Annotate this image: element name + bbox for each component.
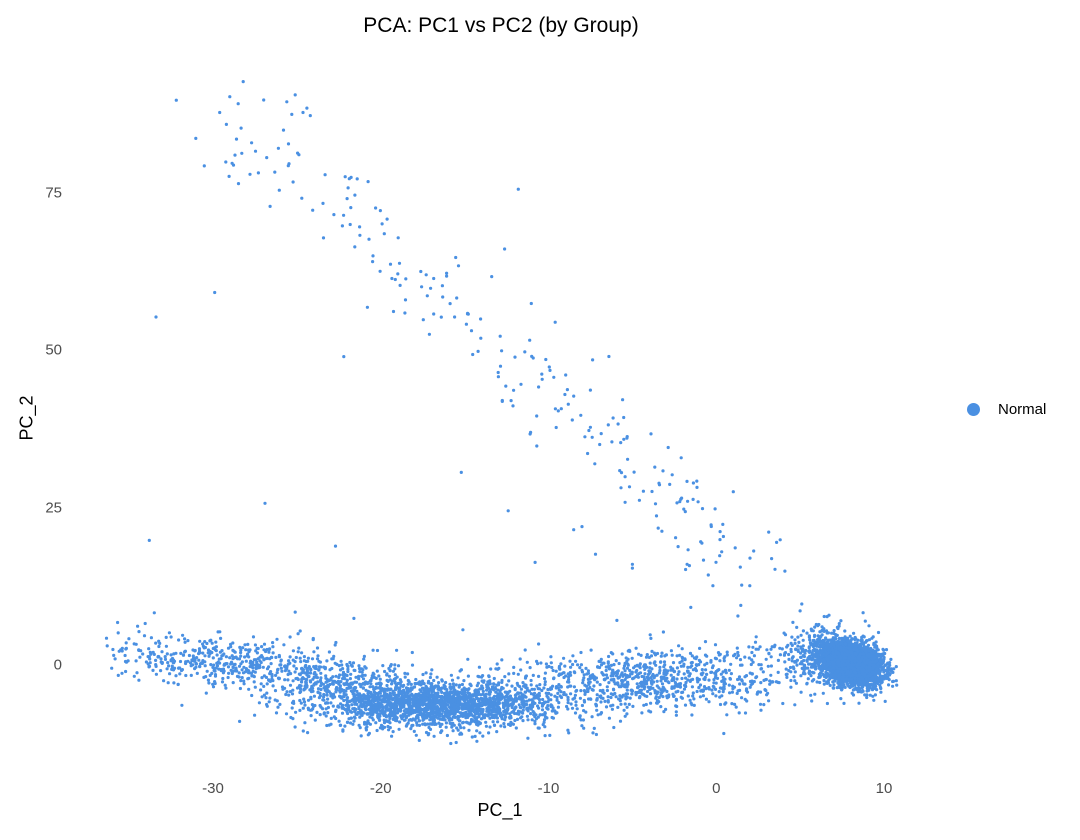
scatter-points bbox=[104, 80, 899, 746]
x-tick-label: 10 bbox=[875, 780, 893, 797]
x-axis-label-text: PC_1 bbox=[477, 800, 523, 820]
y-tick-label: 50 bbox=[45, 341, 62, 359]
y-axis-label: PC_2 bbox=[16, 395, 37, 441]
legend-key-dot-icon bbox=[967, 403, 980, 416]
y-tick-label: 25 bbox=[45, 499, 62, 517]
x-tick-label: -10 bbox=[537, 780, 560, 797]
x-tick-label: -30 bbox=[202, 780, 224, 797]
x-tick-label: 0 bbox=[712, 780, 721, 797]
legend-label: Normal bbox=[998, 401, 1047, 418]
y-tick-label: 75 bbox=[45, 184, 62, 202]
y-tick-label: 0 bbox=[53, 656, 62, 674]
legend: Normal bbox=[967, 401, 1046, 418]
x-tick-label: -20 bbox=[369, 780, 392, 797]
chart-title: PCA: PC1 vs PC2 (by Group) bbox=[363, 14, 639, 37]
